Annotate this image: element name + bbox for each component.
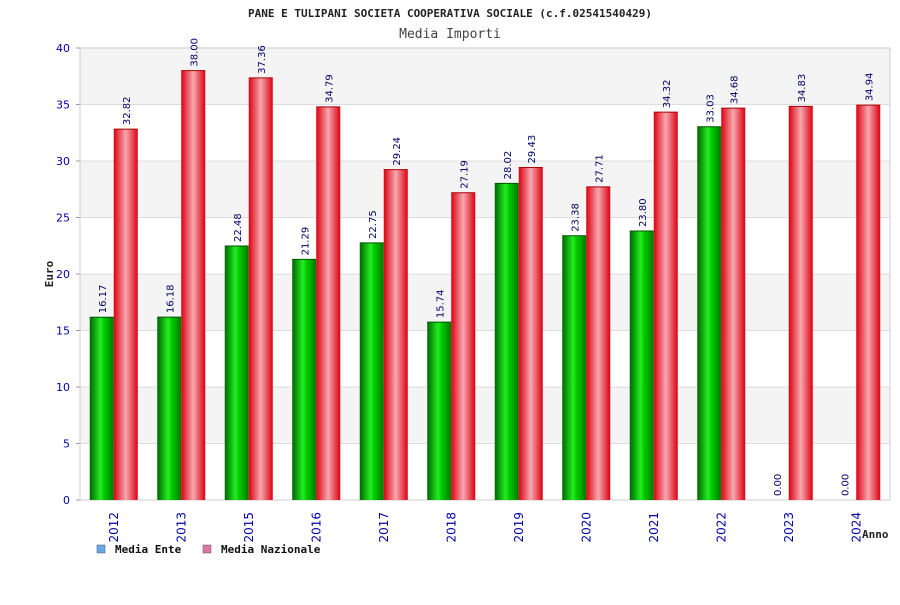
value-label: 34.83 [797,74,808,103]
y-tick-label: 35 [56,99,70,112]
plot-band [80,387,890,444]
plot-band [80,217,890,274]
plot-band [80,443,890,500]
bars [89,70,881,501]
y-tick-label: 20 [56,268,70,281]
y-tick-label: 40 [56,42,70,55]
x-tick-label: 2015 [242,512,256,543]
y-tick-label: 10 [56,381,70,394]
legend-label: Media Nazionale [221,543,321,556]
x-tick-label: 2019 [512,512,526,543]
value-label: 21.29 [300,227,311,256]
legend-label: Media Ente [115,543,182,556]
plot-band [80,48,890,105]
x-axis-ticks: 2012 2013 2015 2016 2017 2018 2019 2020 2021 2022… [107,512,864,543]
value-label: 32.82 [122,96,133,125]
bar-media-ente [157,317,182,500]
bar-media-nazionale [653,112,678,501]
value-label: 23.38 [570,203,581,232]
value-label: 22.48 [233,213,244,242]
value-label: 22.75 [368,210,379,239]
x-tick-label: 2024 [849,512,863,543]
bar-media-nazionale [856,105,881,500]
bar-media-nazionale [316,106,341,501]
chart-subtitle: Media Importi [399,27,501,42]
bar-media-ente [562,235,587,500]
value-label: 29.43 [527,135,538,164]
value-label: 15.74 [435,289,446,318]
value-label: 23.80 [638,198,649,227]
value-label: 28.02 [503,151,514,180]
value-label: 34.79 [324,74,335,103]
y-tick-label: 25 [56,212,70,225]
x-tick-label: 2021 [647,512,661,543]
value-label: 37.36 [257,45,268,74]
bar-media-ente [292,259,317,500]
x-axis-label: Anno [862,528,889,541]
y-tick-label: 5 [63,438,70,451]
value-label: 16.18 [165,285,176,314]
y-axis-ticks: 0 5 10 15 20 25 30 35 40 [56,42,70,507]
legend-swatch [96,544,106,554]
y-tick-label: 0 [63,494,70,507]
bar-media-ente [359,242,384,501]
value-label: 0.00 [773,474,784,496]
bar-media-ente [697,126,722,501]
value-label: 34.94 [864,73,875,102]
y-tick-label: 30 [56,155,70,168]
value-label: 34.32 [662,80,673,109]
value-label: 27.19 [459,160,470,189]
value-label: 38.00 [189,38,200,67]
bar-media-ente [629,231,654,500]
x-tick-label: 2022 [714,512,728,543]
bar-media-ente [427,322,452,500]
x-tick-label: 2018 [444,512,458,543]
bar-media-nazionale [518,167,543,501]
legend: Media Ente Media Nazionale [96,543,321,556]
x-tick-label: 2012 [107,512,121,543]
bar-media-ente [494,183,519,500]
value-label: 34.68 [729,75,740,104]
bar-media-ente [89,317,114,500]
bar-media-nazionale [383,169,408,500]
bar-media-ente [224,245,249,500]
bar-media-nazionale [721,108,746,500]
bar-media-nazionale [181,70,206,500]
plot-band [80,161,890,218]
bar-media-nazionale [451,192,476,501]
value-label: 27.71 [594,154,605,183]
y-tick-label: 15 [56,325,70,338]
x-tick-label: 2023 [782,512,796,543]
plot-frame [79,47,891,501]
x-tick-label: 2017 [377,512,391,543]
value-labels: 16.17 32.82 16.18 38.00 22.48 37.36 21.29 34.79… [98,38,876,496]
y-axis-label: Euro [43,260,56,287]
chart-title: PANE E TULIPANI SOCIETA COOPERATIVA SOCI… [248,7,652,20]
bar-media-nazionale [788,106,813,501]
legend-swatch [202,544,212,554]
bar-media-nazionale [586,186,611,500]
bar-media-nazionale [113,129,138,500]
value-label: 0.00 [840,474,851,496]
value-label: 16.17 [98,285,109,314]
x-tick-label: 2013 [174,512,188,543]
value-label: 29.24 [392,137,403,166]
grid-lines [76,47,891,501]
plot-band [80,274,890,331]
plot-band [80,104,890,161]
value-label: 33.03 [705,94,716,123]
plot-band [80,330,890,387]
x-tick-label: 2020 [579,512,593,543]
bar-media-nazionale [248,77,273,500]
x-tick-label: 2016 [309,512,323,543]
plot-bands [80,48,890,500]
